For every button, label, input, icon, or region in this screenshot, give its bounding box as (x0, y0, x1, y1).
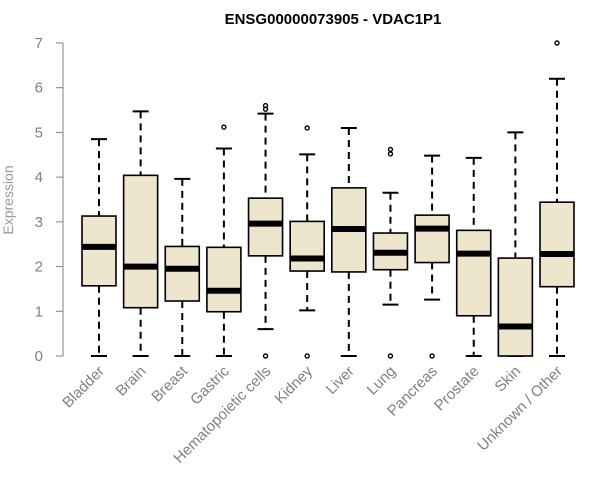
box-iqr (455, 229, 492, 317)
y-tick-label: 6 (35, 80, 43, 97)
y-tick-label: 4 (35, 169, 43, 186)
box-iqr (289, 220, 325, 272)
outlier-point (387, 353, 394, 359)
outlier-point (429, 353, 435, 359)
y-axis-label: Expression (0, 165, 16, 234)
box-iqr (122, 174, 159, 309)
y-tick-label: 0 (35, 348, 43, 365)
box-iqr (206, 246, 242, 313)
box-7 (372, 146, 409, 359)
box-iqr (539, 201, 575, 288)
box-6 (331, 126, 367, 357)
box-iqr (81, 215, 117, 287)
outlier-point (387, 151, 394, 157)
box-iqr (164, 245, 201, 302)
x-tick-label: Breast (148, 362, 191, 405)
y-tick-label: 3 (35, 214, 43, 231)
outlier-point (554, 40, 560, 46)
box-0 (81, 138, 117, 357)
box-2 (164, 177, 201, 357)
x-tick-label: Skin (492, 363, 525, 396)
box-series (81, 40, 575, 359)
x-tick-label: Prostate (431, 363, 483, 415)
box-1 (122, 110, 159, 357)
box-iqr (497, 257, 534, 357)
x-tick-label: Liver (323, 363, 358, 398)
outlier-point (304, 125, 310, 131)
box-4 (247, 102, 284, 359)
y-tick-label: 5 (35, 124, 43, 141)
y-tick-label: 2 (35, 259, 43, 276)
chart-title: ENSG00000073905 - VDAC1P1 (225, 11, 442, 28)
y-axis: 0 1 2 3 4 5 6 7 (35, 35, 64, 365)
outlier-point (304, 353, 310, 359)
box-iqr (247, 197, 284, 257)
box-3 (206, 124, 242, 357)
x-tick-label: Lung (364, 363, 400, 399)
box-5 (289, 125, 325, 359)
outlier-point (387, 146, 394, 153)
box-8 (414, 154, 450, 359)
outlier-point (221, 124, 227, 130)
x-tick-label: Kidney (272, 362, 317, 407)
x-tick-label: Bladder (59, 363, 108, 412)
outlier-point (262, 102, 269, 109)
box-9 (455, 156, 492, 357)
outlier-point (262, 353, 269, 359)
box-11 (539, 40, 575, 357)
box-10 (497, 131, 534, 357)
box-iqr (414, 214, 450, 264)
y-tick-label: 1 (35, 303, 43, 320)
x-tick-label: Brain (113, 363, 150, 400)
y-tick-label: 7 (35, 35, 43, 52)
